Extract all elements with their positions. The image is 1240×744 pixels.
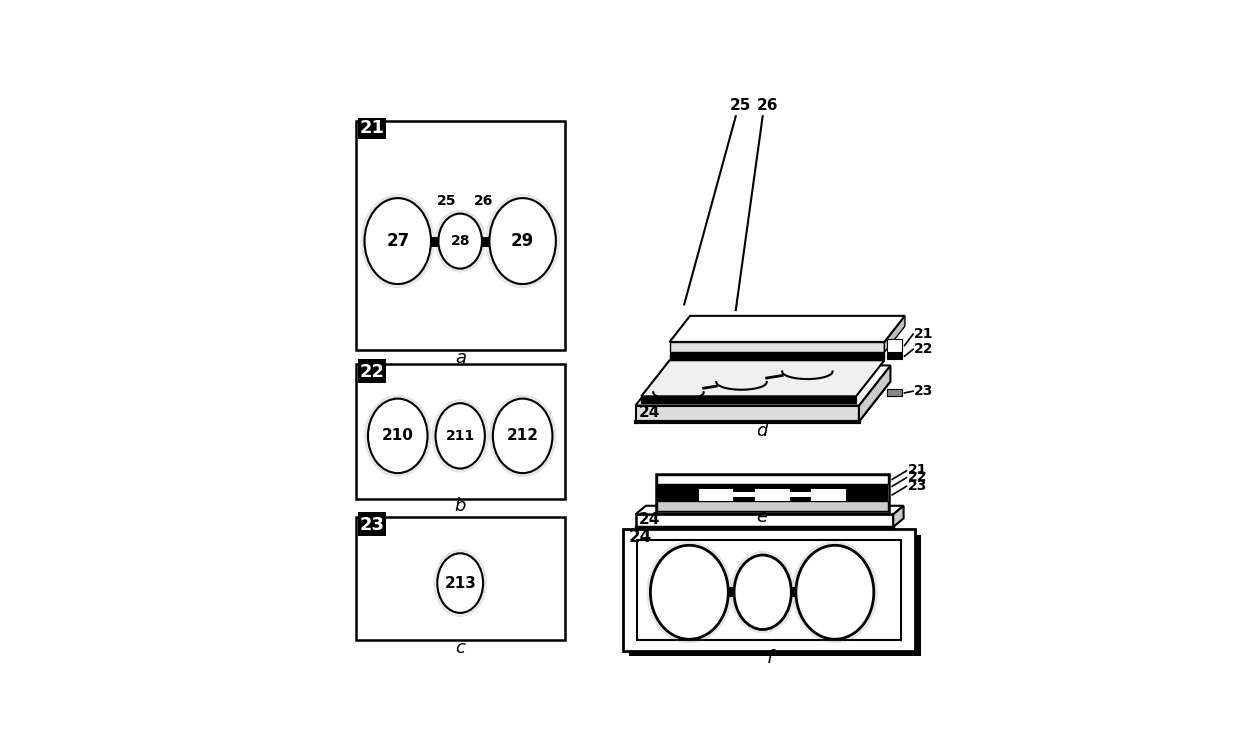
- Text: 28: 28: [450, 234, 470, 248]
- Ellipse shape: [438, 554, 484, 613]
- Bar: [888, 389, 901, 397]
- Text: a: a: [455, 348, 466, 367]
- Ellipse shape: [368, 399, 428, 473]
- Text: 26: 26: [474, 194, 494, 208]
- Ellipse shape: [492, 399, 553, 473]
- Text: 24: 24: [639, 405, 660, 420]
- Polygon shape: [670, 342, 884, 352]
- Text: 210: 210: [382, 429, 414, 443]
- Text: 21: 21: [360, 119, 384, 138]
- Text: 21: 21: [360, 119, 384, 138]
- Polygon shape: [635, 365, 890, 405]
- Text: 23: 23: [908, 478, 928, 493]
- Text: 23: 23: [360, 513, 384, 531]
- Bar: [637, 539, 900, 641]
- Text: 27: 27: [386, 232, 409, 250]
- Bar: [432, 237, 439, 248]
- Text: 24: 24: [639, 512, 660, 527]
- Polygon shape: [670, 353, 884, 359]
- Text: 213: 213: [444, 576, 476, 591]
- Text: c: c: [455, 639, 465, 657]
- Bar: [482, 237, 490, 248]
- Bar: [791, 587, 797, 597]
- Bar: [622, 529, 915, 651]
- Bar: [629, 535, 921, 656]
- Text: 29: 29: [511, 232, 534, 250]
- Bar: [755, 489, 790, 501]
- Text: 23: 23: [360, 513, 384, 531]
- Text: 22: 22: [360, 363, 384, 381]
- Bar: [356, 517, 565, 641]
- Polygon shape: [641, 360, 884, 397]
- Text: 21: 21: [908, 464, 928, 477]
- Bar: [790, 493, 811, 498]
- Text: 22: 22: [360, 361, 384, 379]
- Text: 23: 23: [360, 516, 384, 534]
- Text: f: f: [766, 650, 774, 667]
- Polygon shape: [670, 316, 905, 342]
- Ellipse shape: [439, 214, 482, 269]
- Text: 24: 24: [629, 527, 652, 546]
- Bar: [657, 475, 888, 484]
- Ellipse shape: [651, 545, 728, 639]
- Bar: [657, 489, 888, 501]
- Ellipse shape: [490, 198, 556, 284]
- Bar: [888, 339, 901, 352]
- Text: 23: 23: [360, 516, 384, 534]
- Polygon shape: [635, 506, 904, 514]
- Text: 22: 22: [914, 341, 934, 356]
- Polygon shape: [635, 405, 859, 422]
- Polygon shape: [893, 506, 904, 527]
- Text: 22: 22: [360, 363, 384, 381]
- Bar: [657, 484, 888, 489]
- Bar: [635, 514, 893, 527]
- Text: 22: 22: [908, 470, 928, 484]
- Text: b: b: [455, 498, 466, 516]
- Bar: [888, 353, 901, 359]
- Polygon shape: [859, 365, 890, 422]
- Text: e: e: [756, 508, 768, 526]
- Text: 21: 21: [360, 119, 384, 138]
- Text: 212: 212: [507, 429, 538, 443]
- Ellipse shape: [796, 545, 874, 639]
- Bar: [356, 121, 565, 350]
- Bar: [699, 489, 734, 501]
- Ellipse shape: [435, 403, 485, 469]
- Text: 22: 22: [360, 361, 384, 379]
- Bar: [356, 365, 565, 499]
- Ellipse shape: [734, 555, 791, 629]
- Bar: [656, 474, 889, 513]
- Bar: [811, 489, 846, 501]
- Polygon shape: [641, 397, 856, 403]
- Text: 21: 21: [914, 327, 934, 341]
- Bar: [657, 501, 888, 511]
- Text: 211: 211: [445, 429, 475, 443]
- Text: 25: 25: [436, 194, 456, 208]
- Bar: [728, 587, 734, 597]
- Ellipse shape: [365, 198, 432, 284]
- Text: 23: 23: [914, 384, 934, 397]
- Bar: [734, 493, 755, 498]
- Text: 26: 26: [756, 98, 779, 114]
- Text: d: d: [756, 422, 768, 440]
- Polygon shape: [635, 382, 890, 422]
- Polygon shape: [884, 316, 905, 352]
- Text: 25: 25: [730, 98, 751, 114]
